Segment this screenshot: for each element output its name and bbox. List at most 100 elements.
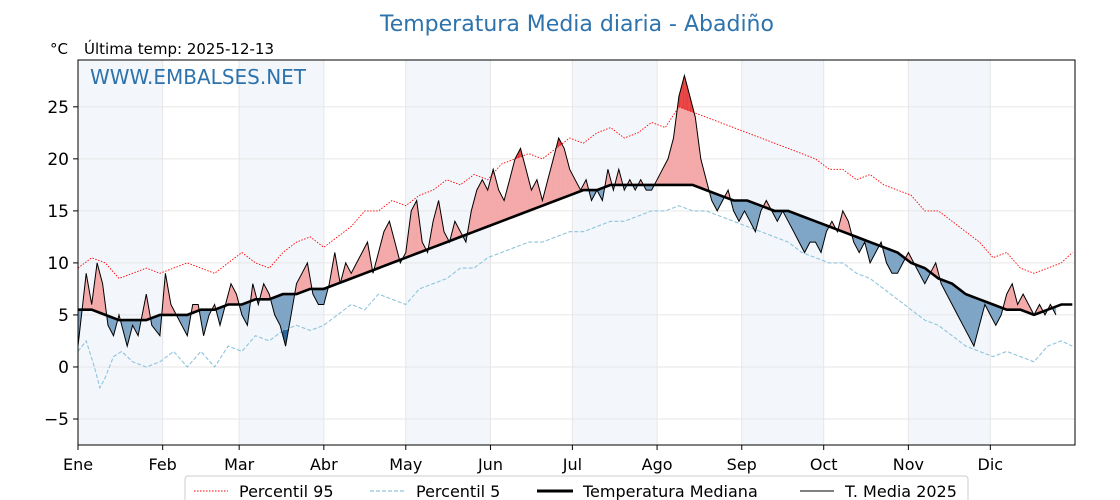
below-median-fill bbox=[751, 201, 753, 227]
below-median-fill bbox=[962, 291, 965, 329]
x-tick-label: Oct bbox=[810, 455, 838, 474]
below-median-fill bbox=[815, 220, 818, 245]
last-temp-label: Última temp: 2025-12-13 bbox=[84, 39, 274, 58]
month-band bbox=[572, 60, 658, 445]
above-median-fill bbox=[360, 252, 363, 276]
above-median-fill bbox=[499, 192, 502, 223]
above-median-fill bbox=[516, 153, 518, 216]
above-median-fill bbox=[555, 143, 558, 201]
above-median-fill bbox=[486, 187, 488, 228]
below-median-fill bbox=[957, 287, 960, 318]
above-median-fill bbox=[564, 148, 566, 198]
below-median-fill bbox=[801, 215, 804, 250]
below-median-fill bbox=[275, 295, 278, 321]
below-median-fill bbox=[278, 294, 281, 326]
month-band bbox=[741, 60, 824, 445]
above-median-fill bbox=[501, 195, 503, 222]
above-median-fill bbox=[415, 200, 417, 255]
below-median-fill bbox=[319, 288, 322, 305]
above-median-fill bbox=[387, 221, 390, 265]
x-tick-label: Ene bbox=[63, 455, 93, 474]
x-axis: Ene Feb Mar Abr May Jun Jul Ago Sep Oct Nov Dic bbox=[63, 445, 1003, 474]
below-median-fill bbox=[961, 290, 964, 326]
x-tick-label: Ago bbox=[642, 455, 673, 474]
below-median-fill bbox=[971, 295, 973, 344]
above-median-fill bbox=[513, 158, 516, 217]
above-median-fill bbox=[533, 182, 536, 210]
above-median-fill bbox=[554, 148, 557, 202]
x-tick-label: Mar bbox=[224, 455, 255, 474]
above-median-fill bbox=[361, 249, 364, 275]
above-median-fill bbox=[569, 169, 572, 196]
above-median-fill bbox=[483, 182, 486, 229]
below-median-fill bbox=[157, 315, 159, 335]
above-median-fill bbox=[494, 174, 497, 225]
legend-p95-label: Percentil 95 bbox=[239, 482, 334, 500]
x-tick-label: Sep bbox=[727, 455, 757, 474]
above-median-fill bbox=[488, 179, 491, 227]
watermark: WWW.EMBALSES.NET bbox=[90, 65, 307, 89]
below-median-fill bbox=[800, 215, 803, 248]
above-median-fill bbox=[413, 202, 416, 255]
current-year-line bbox=[77, 73, 1057, 349]
below-median-fill bbox=[969, 295, 972, 342]
above-median-fill bbox=[386, 223, 389, 266]
above-median-fill bbox=[363, 247, 366, 275]
month-band bbox=[239, 60, 324, 445]
above-median-fill bbox=[570, 171, 573, 196]
above-median-fill bbox=[551, 158, 554, 203]
y-tick-label: 10 bbox=[47, 254, 69, 274]
x-tick-label: Feb bbox=[149, 455, 177, 474]
above-median-fill bbox=[677, 96, 680, 186]
x-tick-label: Abr bbox=[310, 455, 338, 474]
y-tick-label: 20 bbox=[47, 150, 69, 170]
x-tick-label: Jul bbox=[562, 455, 582, 474]
y-axis: −5 0 5 10 15 20 25 bbox=[44, 98, 78, 430]
above-median-fill bbox=[436, 200, 439, 247]
above-median-fill bbox=[491, 169, 494, 226]
above-median-fill bbox=[484, 184, 487, 228]
above-median-fill bbox=[665, 161, 667, 186]
above-median-fill bbox=[531, 187, 533, 211]
y-tick-label: −5 bbox=[44, 410, 69, 430]
legend: Percentil 95 Percentil 5 Temperatura Med… bbox=[184, 475, 969, 500]
x-tick-label: May bbox=[389, 455, 422, 474]
below-median-fill bbox=[796, 213, 798, 240]
below-median-fill bbox=[816, 221, 819, 248]
above-median-fill bbox=[558, 137, 561, 200]
y-tick-label: 5 bbox=[58, 306, 69, 326]
above-median-fill bbox=[1009, 286, 1012, 310]
legend-p5-label: Percentil 5 bbox=[416, 482, 500, 500]
below-median-fill bbox=[893, 250, 895, 274]
below-median-fill bbox=[753, 202, 756, 232]
below-median-fill bbox=[891, 250, 894, 274]
below-median-fill bbox=[322, 288, 325, 305]
series-lines bbox=[77, 73, 1073, 390]
above-median-fill bbox=[559, 140, 562, 200]
above-median-fill bbox=[517, 150, 520, 216]
below-median-fill bbox=[968, 294, 971, 339]
below-median-fill bbox=[958, 288, 961, 321]
above-median-fill bbox=[553, 153, 555, 202]
above-median-fill bbox=[305, 262, 308, 291]
p95-line bbox=[77, 106, 1073, 280]
above-median-fill bbox=[385, 226, 387, 266]
below-median-fill bbox=[155, 315, 158, 333]
month-band bbox=[908, 60, 991, 445]
x-tick-label: Dic bbox=[978, 455, 1004, 474]
above-median-fill bbox=[96, 262, 99, 313]
below-median-fill bbox=[965, 293, 968, 334]
above-median-fill bbox=[490, 174, 493, 226]
above-median-fill bbox=[364, 244, 367, 274]
above-median-fill bbox=[525, 169, 528, 213]
above-median-fill bbox=[495, 179, 498, 224]
below-median-fill bbox=[277, 295, 279, 323]
above-median-fill bbox=[514, 156, 517, 217]
below-median-fill bbox=[807, 217, 809, 248]
legend-current-label: T. Media 2025 bbox=[844, 482, 957, 500]
y-tick-label: 0 bbox=[58, 358, 69, 378]
above-median-fill bbox=[671, 137, 674, 186]
above-median-fill bbox=[518, 148, 521, 215]
